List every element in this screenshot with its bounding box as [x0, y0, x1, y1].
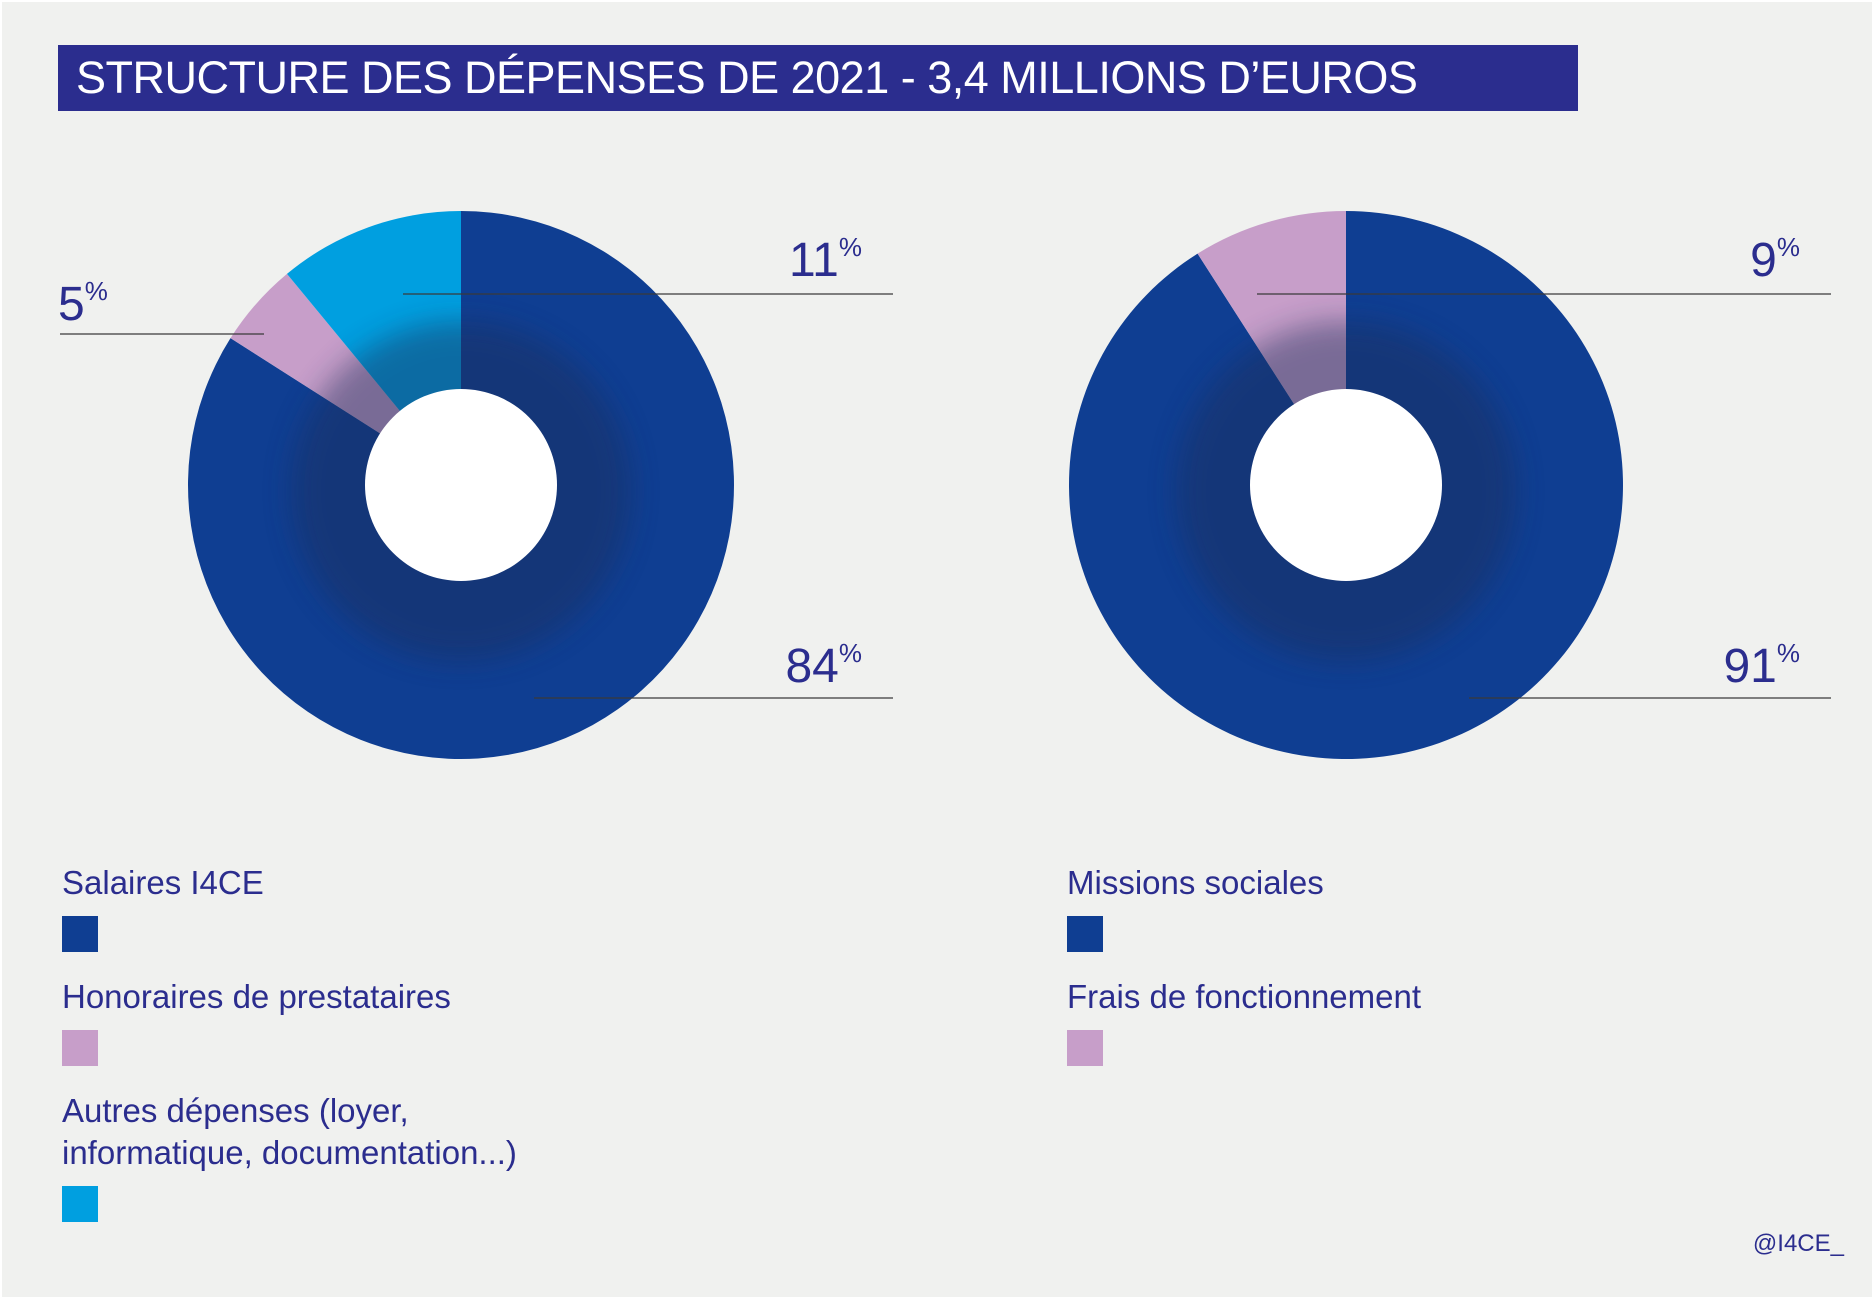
legend-label: Autres dépenses (loyer, informatique, doc… [62, 1092, 517, 1171]
donut-chart-right: 9% 91% [1069, 211, 1831, 759]
legend-item: Salaires I4CE [62, 862, 264, 952]
donut-hole [365, 389, 557, 581]
data-label: 5% [58, 276, 108, 331]
legend-item: Honoraires de prestataires [62, 976, 451, 1066]
legend-swatch [1067, 916, 1103, 952]
legend-swatch [1067, 1030, 1103, 1066]
legend-swatch [62, 1186, 98, 1222]
donut-hole [1250, 389, 1442, 581]
legend-right: Missions sociales Frais de fonctionnement [1067, 862, 1767, 1066]
data-label: 9% [1750, 232, 1800, 287]
legend-swatch [62, 1030, 98, 1066]
legend-label: Honoraires de prestataires [62, 978, 451, 1015]
legend-left: Salaires I4CE Honoraires de prestataires A… [62, 862, 762, 1222]
legend-label: Salaires I4CE [62, 864, 264, 901]
donut-chart-left: 11% 5% 84% [58, 211, 893, 759]
legend-item: Missions sociales [1067, 862, 1324, 952]
legend-item: Frais de fonctionnement [1067, 976, 1421, 1066]
legend-item: Autres dépenses (loyer, informatique, doc… [62, 1090, 517, 1222]
data-label: 11% [789, 232, 862, 287]
chart-title: STRUCTURE DES DÉPENSES DE 2021 - 3,4 MIL… [58, 45, 1578, 111]
data-label: 84% [785, 638, 862, 693]
legend-swatch [62, 916, 98, 952]
data-label: 91% [1723, 638, 1800, 693]
legend-label: Missions sociales [1067, 864, 1324, 901]
credit-handle: @I4CE_ [1752, 1230, 1844, 1257]
legend-label: Frais de fonctionnement [1067, 978, 1422, 1015]
